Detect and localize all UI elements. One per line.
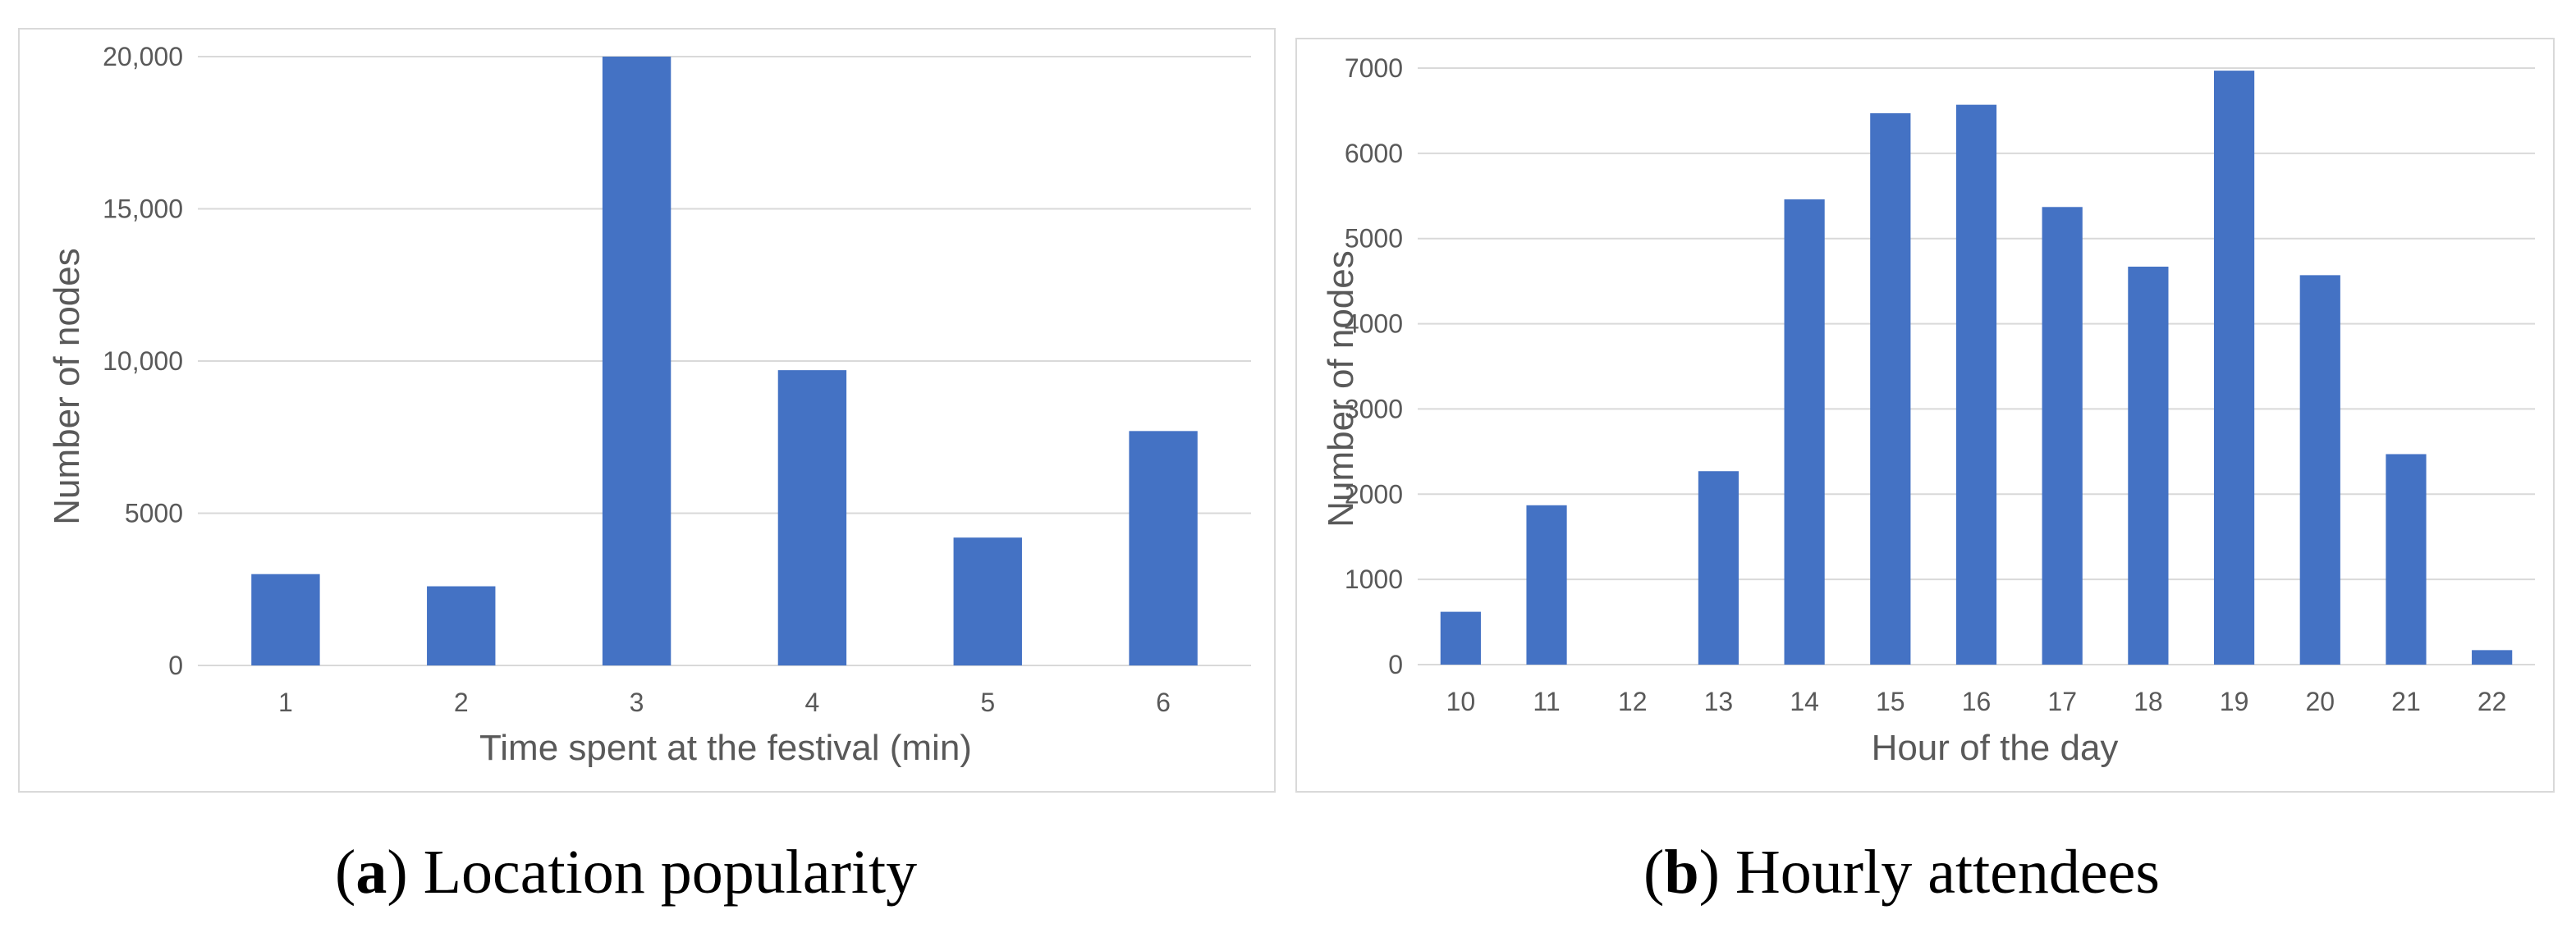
x-tick-label: 17 xyxy=(2047,687,2077,716)
y-tick-label: 3000 xyxy=(1345,394,1403,423)
x-tick-label: 20 xyxy=(2305,687,2335,716)
x-tick-label: 1 xyxy=(278,688,293,717)
bar-13 xyxy=(1698,471,1739,665)
bar-18 xyxy=(2128,266,2169,665)
bar-17 xyxy=(2042,207,2083,665)
x-tick-label: 15 xyxy=(1876,687,1905,716)
y-tick-label: 6000 xyxy=(1345,139,1403,168)
caption-label: a xyxy=(355,838,387,907)
y-tick-label: 20,000 xyxy=(103,42,183,71)
x-tick-label: 22 xyxy=(2477,687,2507,716)
chart-panel-a: 0 5000 10,000 15,000 20,000 1 2 3 4 5 6 Time spen… xyxy=(18,28,1276,793)
x-tick-label: 16 xyxy=(1962,687,1992,716)
chart-panel-b: 0 1000 2000 3000 4000 5000 6000 7000 10 11 12 13 14… xyxy=(1295,38,2555,793)
x-tick-label: 13 xyxy=(1704,687,1734,716)
bar-3 xyxy=(602,57,672,665)
x-tick-label: 2 xyxy=(454,688,469,717)
bar-19 xyxy=(2213,71,2255,665)
bar-10 xyxy=(1440,611,1481,665)
bar-6 xyxy=(1129,431,1198,665)
caption-b: (b) Hourly attendees xyxy=(1643,838,2160,907)
x-tick-label: 6 xyxy=(1156,688,1171,717)
bar-22 xyxy=(2472,650,2513,665)
y-tick-label: 1000 xyxy=(1345,565,1403,594)
bar-chart-location-popularity: 0 5000 10,000 15,000 20,000 1 2 3 4 5 6 Time spen… xyxy=(47,42,1251,768)
x-tick-label: 18 xyxy=(2134,687,2163,716)
caption-text: Hourly attendees xyxy=(1719,838,2160,907)
x-tick-label: 14 xyxy=(1790,687,1819,716)
y-tick-label: 2000 xyxy=(1345,479,1403,509)
bar-chart-hourly-attendees: 0 1000 2000 3000 4000 5000 6000 7000 10 11 12 13 14… xyxy=(1321,53,2535,768)
bar-15 xyxy=(1870,113,1911,665)
y-tick-label: 15,000 xyxy=(103,194,183,224)
x-axis-title: Time spent at the festival (min) xyxy=(479,728,972,768)
bar-16 xyxy=(1955,104,1997,665)
caption-a: (a) Location popularity xyxy=(335,838,918,907)
x-tick-label: 19 xyxy=(2220,687,2249,716)
x-tick-label: 21 xyxy=(2391,687,2421,716)
bar-14 xyxy=(1784,199,1825,665)
x-tick-label: 5 xyxy=(980,688,995,717)
bar-2 xyxy=(427,586,496,665)
x-axis-title: Hour of the day xyxy=(1872,728,2119,768)
y-tick-label: 5000 xyxy=(1345,224,1403,254)
y-tick-label: 4000 xyxy=(1345,309,1403,339)
y-tick-label: 0 xyxy=(1388,650,1403,679)
x-tick-label: 11 xyxy=(1533,687,1560,716)
y-tick-label: 10,000 xyxy=(103,346,183,376)
bar-11 xyxy=(1526,505,1567,665)
y-axis-title: Number of nodes xyxy=(1321,250,1361,528)
bar-5 xyxy=(953,537,1022,665)
x-tick-label: 4 xyxy=(805,688,820,717)
bar-1 xyxy=(251,574,320,665)
bar-4 xyxy=(777,370,847,665)
x-tick-label: 10 xyxy=(1446,687,1476,716)
caption-label: b xyxy=(1664,838,1699,907)
y-tick-label: 5000 xyxy=(125,499,183,528)
bar-21 xyxy=(2386,454,2427,665)
bar-20 xyxy=(2299,275,2340,665)
y-tick-label: 0 xyxy=(168,651,183,680)
y-axis-title: Number of nodes xyxy=(47,248,87,525)
caption-text: Location popularity xyxy=(407,838,918,907)
x-tick-label: 12 xyxy=(1618,687,1648,716)
y-tick-label: 7000 xyxy=(1345,53,1403,83)
x-tick-label: 3 xyxy=(630,688,644,717)
